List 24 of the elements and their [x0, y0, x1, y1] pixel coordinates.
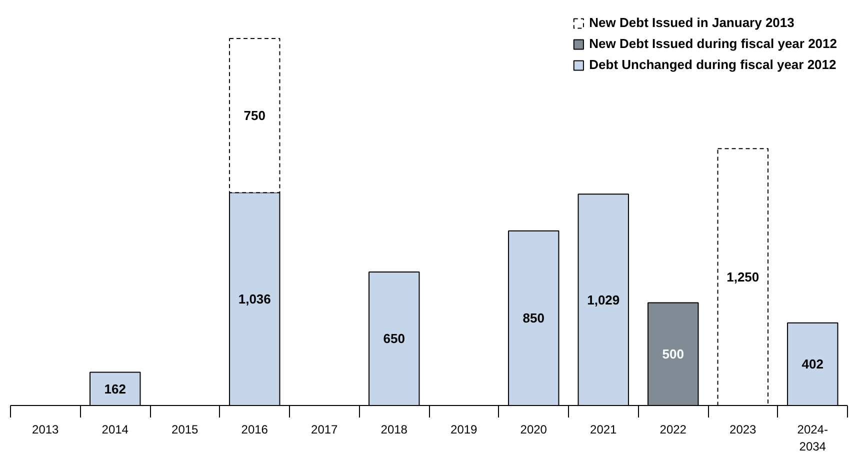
- legend-label: New Debt Issued in January 2013: [589, 15, 794, 30]
- x-tick-label: 2015: [172, 422, 199, 436]
- x-tick-label: 2024- 2034: [797, 422, 828, 454]
- x-tick-label: 2019: [450, 422, 478, 436]
- data-label: 1,250: [726, 270, 760, 285]
- data-label: 1,029: [587, 292, 620, 308]
- x-tick-label: 2021: [590, 422, 618, 436]
- data-label: 402: [802, 356, 824, 372]
- data-label: 162: [104, 381, 126, 396]
- data-label: 1,036: [238, 292, 271, 307]
- data-label: 500: [662, 346, 684, 362]
- x-tick-label: 2023: [730, 422, 757, 436]
- x-tick-label: 2017: [311, 422, 338, 436]
- x-tick-label: 2022: [660, 422, 687, 436]
- x-tick-label: 2018: [380, 422, 408, 436]
- x-tick-label: 2014: [102, 422, 129, 436]
- x-tick-label: 2016: [241, 422, 268, 436]
- data-label: 650: [383, 331, 405, 346]
- legend-label: New Debt Issued during fiscal year 2012: [589, 36, 837, 51]
- x-tick-label: 2020: [520, 422, 548, 436]
- data-label: 750: [244, 108, 266, 124]
- x-tick-label: 2013: [32, 422, 60, 436]
- legend-label: Debt Unchanged during fiscal year 2012: [589, 57, 836, 72]
- data-label: 850: [522, 310, 544, 326]
